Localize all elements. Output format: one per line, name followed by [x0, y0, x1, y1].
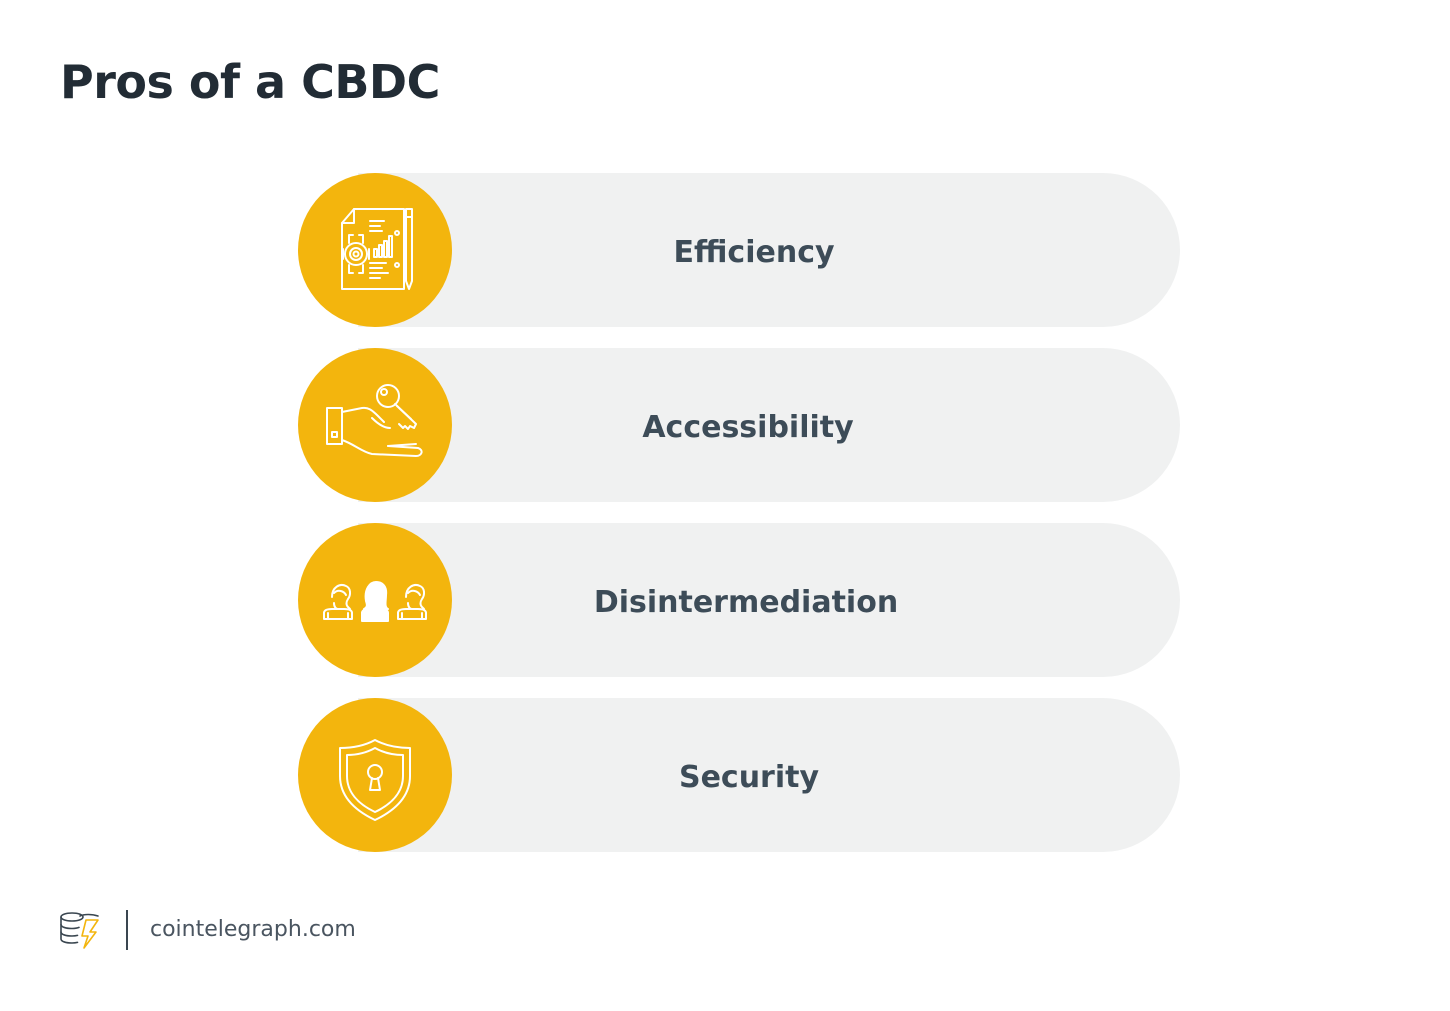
pro-item-security: Security [298, 698, 1180, 852]
pro-bar [358, 698, 1180, 852]
pro-bar [358, 348, 1180, 502]
footer-divider [126, 910, 128, 950]
hand-key-icon [326, 384, 423, 457]
footer-domain: cointelegraph.com [150, 917, 356, 942]
pro-item-efficiency: Efficiency [298, 173, 1180, 327]
pro-icon-circle [298, 523, 452, 677]
page-title: Pros of a CBDC [60, 55, 440, 109]
cointelegraph-logo-icon [60, 912, 99, 949]
pro-bar [358, 173, 1180, 327]
pro-bar [358, 523, 1180, 677]
pro-label: Efficiency [673, 235, 835, 270]
pro-label: Accessibility [642, 410, 854, 445]
pro-icon-circle [298, 348, 452, 502]
pro-label: Disintermediation [593, 585, 899, 620]
pro-icon-circle [298, 698, 452, 852]
pros-list: Efficiency Accessibility [298, 173, 1180, 873]
pro-item-disintermediation: Disintermediation [298, 523, 1180, 677]
pro-icon-circle [298, 173, 452, 327]
pro-label: Security [678, 760, 820, 795]
pro-item-accessibility: Accessibility [298, 348, 1180, 502]
shield-keyhole-icon [339, 739, 411, 821]
people-group-icon [323, 581, 427, 622]
document-gear-chart-icon [341, 208, 413, 290]
